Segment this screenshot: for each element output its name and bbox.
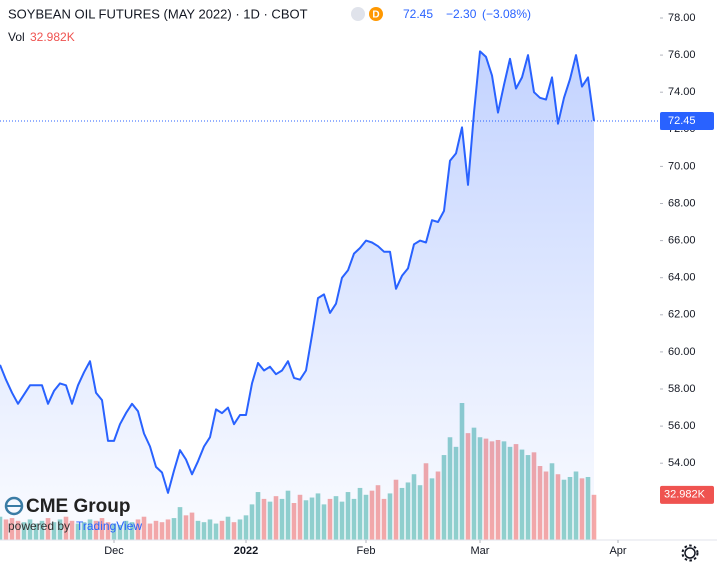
price-area	[0, 51, 594, 541]
logo-powered: powered by	[8, 519, 70, 533]
y-tick-label: 70.00	[668, 160, 696, 172]
last-price-tag	[660, 111, 714, 130]
logo-platform: TradingView	[76, 519, 142, 533]
vol-value: 32.982K	[30, 30, 75, 44]
last-price-tag-label: 72.45	[668, 115, 696, 127]
price-pane	[0, 50, 660, 541]
logo: CME Group powered by TradingView	[4, 496, 142, 533]
badge-text: D	[372, 10, 379, 21]
settings-icon[interactable]	[681, 544, 699, 562]
change: −2.30	[446, 7, 477, 21]
y-tick-label: 66.00	[668, 235, 696, 247]
axes: 78.0076.0074.0072.0070.0068.0066.0064.00…	[104, 12, 714, 557]
status-dot	[351, 7, 365, 21]
y-tick-label: 58.00	[668, 383, 696, 395]
price-line	[0, 50, 595, 494]
x-tick-label: Dec	[104, 545, 124, 557]
y-tick-label: 76.00	[668, 49, 696, 61]
volume-tag	[660, 485, 714, 504]
x-tick-label: Apr	[609, 545, 626, 557]
x-tick-label: 2022	[234, 545, 258, 557]
x-tick-label: Feb	[357, 545, 376, 557]
gear-teeth[interactable]	[681, 544, 699, 562]
logo-brand: CME Group	[26, 496, 131, 517]
change-pct: (−3.08%)	[482, 7, 531, 21]
gear[interactable]	[684, 547, 696, 559]
vol-label: Vol	[8, 30, 25, 44]
x-tick-label: Mar	[471, 545, 490, 557]
chart-title: SOYBEAN OIL FUTURES (MAY 2022) · 1D · CB…	[8, 6, 308, 21]
y-tick-label: 64.00	[668, 272, 696, 284]
y-tick-label: 78.00	[668, 12, 696, 24]
volume-tag-label: 32.982K	[664, 489, 706, 501]
y-tick-label: 56.00	[668, 420, 696, 432]
y-tick-label: 60.00	[668, 346, 696, 358]
y-tick-label: 62.00	[668, 309, 696, 321]
badge	[369, 7, 383, 21]
y-tick-label: 74.00	[668, 86, 696, 98]
y-tick-label: 54.00	[668, 457, 696, 469]
last-price: 72.45	[403, 7, 433, 21]
y-tick-label: 68.00	[668, 197, 696, 209]
